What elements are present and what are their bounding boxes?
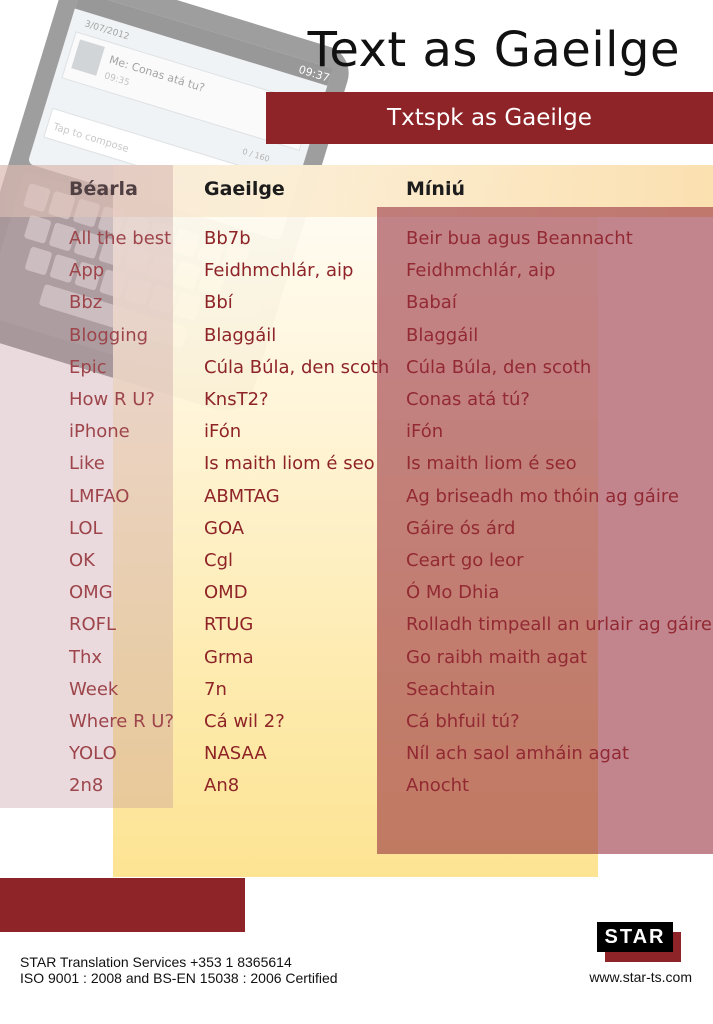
column-header: Béarla <box>69 178 138 200</box>
table-cell: GOA <box>204 517 245 539</box>
subtitle-band <box>266 92 713 144</box>
table-cell: LOL <box>69 517 103 539</box>
table-cell: Cgl <box>204 550 233 571</box>
footer-contact: STAR Translation Services +353 1 8365614 <box>20 954 292 970</box>
footer-accent-bar <box>0 878 245 932</box>
page-title: Text as Gaeilge <box>307 22 680 78</box>
table-cell: 2n8 <box>69 775 104 797</box>
table-cell: Bbí <box>204 292 233 314</box>
table-cell: Grma <box>204 646 254 668</box>
table-cell: App <box>69 260 105 282</box>
table-cell: Cá wil 2? <box>204 711 285 732</box>
table-cell: iPhone <box>69 421 130 443</box>
table-cell: LMFAO <box>69 485 130 507</box>
table-cell: All the best <box>69 228 172 249</box>
table-cell: Bb7b <box>204 228 251 249</box>
table-cell: How R U? <box>69 389 155 410</box>
table-cell: Epic <box>69 356 107 378</box>
table-cell: YOLO <box>69 743 117 765</box>
table-cell: OK <box>69 550 95 571</box>
table-cell: 7n <box>204 678 227 700</box>
table-cell: Like <box>69 453 105 475</box>
star-logo: STAR <box>597 922 673 952</box>
table-cell: Thx <box>69 646 103 668</box>
contact-avatar <box>71 39 105 76</box>
column-header: Gaeilge <box>204 178 285 200</box>
table-cell: RTUG <box>204 614 254 636</box>
website-link[interactable]: www.star-ts.com <box>589 969 692 985</box>
page-subtitle: Txtspk as Gaeilge <box>387 105 592 131</box>
table-cell: Feidhmchlár, aip <box>204 260 354 282</box>
table-cell: Blaggáil <box>204 324 277 346</box>
column-header: Míniú <box>406 178 465 200</box>
table-cell: Blogging <box>69 324 149 346</box>
table-cell: OMG <box>69 582 113 604</box>
table-cell: Is maith liom é seo <box>204 453 375 475</box>
table-cell: iFón <box>204 421 242 443</box>
table-cell: Bbz <box>69 292 103 314</box>
table-cell: NASAA <box>204 743 267 765</box>
table-cell: ROFL <box>69 614 117 636</box>
table-cell: OMD <box>204 582 248 604</box>
table-cell: Cúla Búla, den scoth <box>204 356 390 378</box>
right-overlay-panel <box>377 207 713 854</box>
table-cell: Where R U? <box>69 711 175 732</box>
footer-certification: ISO 9001 : 2008 and BS-EN 15038 : 2006 C… <box>20 970 338 986</box>
left-overlay-panel <box>0 165 173 808</box>
table-cell: An8 <box>204 775 240 797</box>
table-cell: ABMTAG <box>204 485 280 507</box>
table-cell: Week <box>69 678 119 700</box>
table-cell: KnsT2? <box>204 389 269 410</box>
